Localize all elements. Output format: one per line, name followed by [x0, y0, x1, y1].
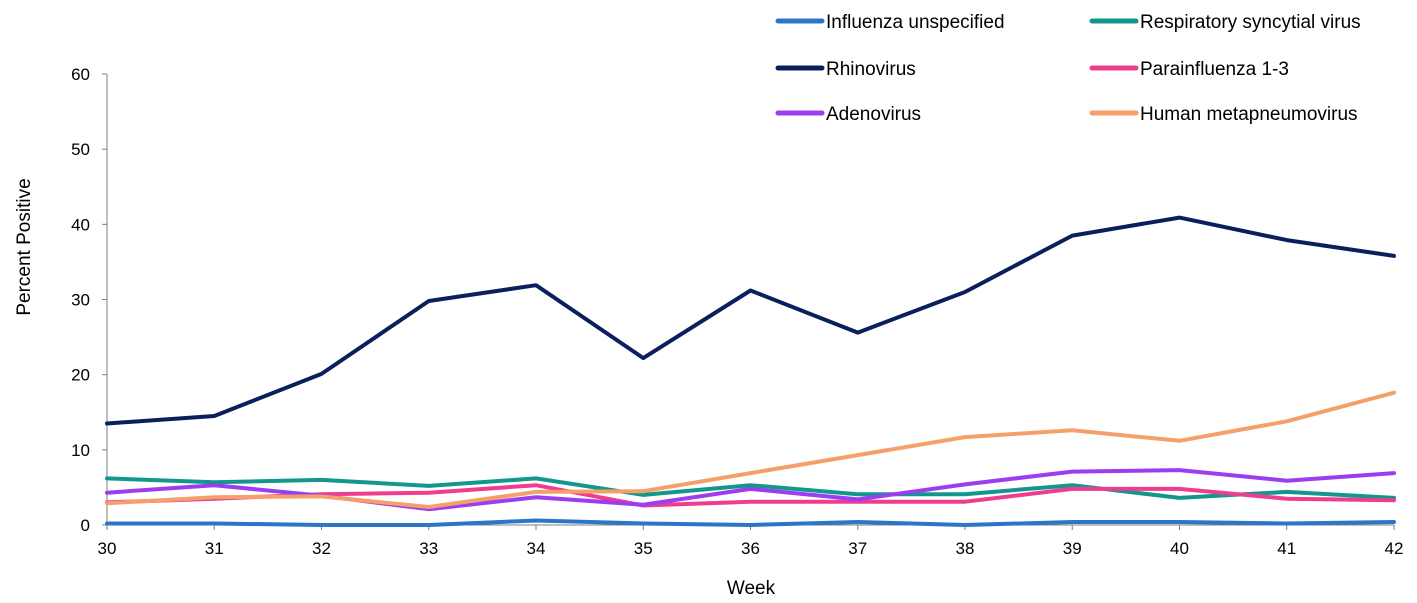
x-tick-label: 36 — [741, 539, 760, 558]
x-tick-label: 41 — [1277, 539, 1296, 558]
y-tick-label: 10 — [71, 441, 90, 460]
x-tick-label: 34 — [527, 539, 546, 558]
axes-layer: 0 10 20 30 40 50 60 30 31 32 33 34 35 36 37 38 39 40 41 42 — [71, 65, 1403, 558]
x-tick-label: 30 — [98, 539, 117, 558]
series-line-respiratory-syncytial-virus — [105, 476, 1396, 500]
x-tick-label: 42 — [1385, 539, 1404, 558]
series-layer — [105, 215, 1396, 527]
y-tick-label: 30 — [71, 291, 90, 310]
x-tick-label: 33 — [419, 539, 438, 558]
y-tick-label: 40 — [71, 215, 90, 234]
series-line-rhinovirus — [105, 215, 1396, 426]
series-line-influenza-unspecified — [105, 518, 1396, 527]
y-tick-label: 20 — [71, 366, 90, 385]
x-tick-label: 40 — [1170, 539, 1189, 558]
legend-label-adenovirus: Adenovirus — [826, 104, 921, 125]
x-tick-label: 35 — [634, 539, 653, 558]
legend: Influenza unspecified Respiratory syncyti… — [775, 12, 1361, 125]
y-tick-label: 50 — [71, 140, 90, 159]
y-tick-label: 60 — [71, 65, 90, 84]
y-axis-title: Percent Positive — [14, 178, 35, 315]
legend-label-respiratory-syncytial-virus: Respiratory syncytial virus — [1140, 12, 1361, 33]
x-tick-label: 39 — [1063, 539, 1082, 558]
legend-label-rhinovirus: Rhinovirus — [826, 59, 916, 80]
y-tick-label: 0 — [81, 516, 90, 535]
x-tick-label: 31 — [205, 539, 224, 558]
x-axis-title: Week — [727, 578, 776, 599]
legend-label-human-metapneumovirus: Human metapneumovirus — [1140, 104, 1358, 125]
x-tick-label: 38 — [956, 539, 975, 558]
x-tick-label: 32 — [312, 539, 331, 558]
x-tick-label: 37 — [848, 539, 867, 558]
legend-label-influenza-unspecified: Influenza unspecified — [826, 12, 1005, 33]
legend-label-parainfluenza-1-3: Parainfluenza 1-3 — [1140, 59, 1289, 80]
series-line-human-metapneumovirus — [105, 390, 1396, 509]
